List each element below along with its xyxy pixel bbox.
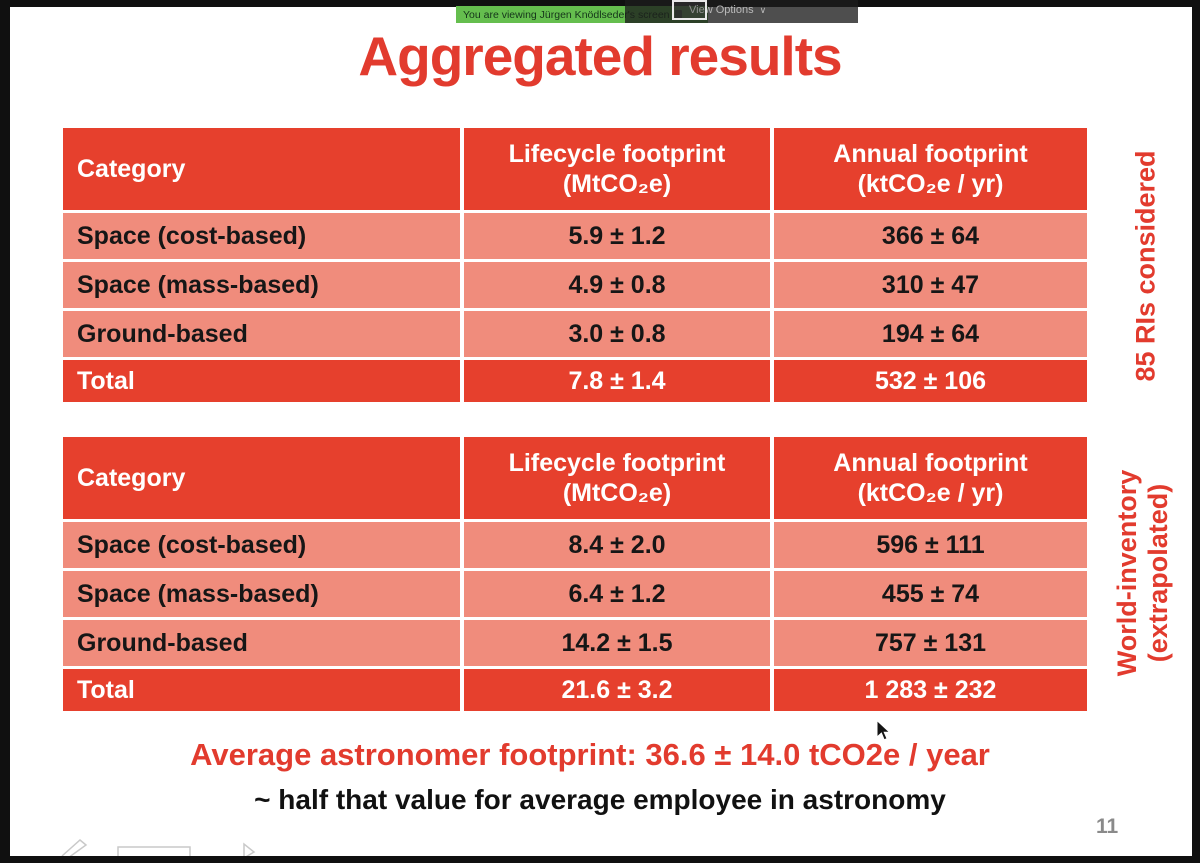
annotation-tool-icons	[40, 838, 300, 863]
table-total-cell: 21.6 ± 3.2	[464, 669, 770, 711]
column-header-annual: Annual footprint (ktCO₂e / yr)	[774, 437, 1087, 519]
side-label-85-ris: 85 RIs considered	[1130, 150, 1161, 382]
pen-icon	[61, 839, 88, 859]
table-cell: 4.9 ± 0.8	[464, 262, 770, 308]
table-cell: Space (mass-based)	[63, 262, 460, 308]
table-cell: 6.4 ± 1.2	[464, 571, 770, 617]
page-number: 11	[1096, 815, 1119, 838]
table-cell: 596 ± 111	[774, 522, 1087, 568]
frame-top	[0, 0, 1200, 7]
rectangle-tool-icon	[117, 846, 191, 863]
table-cell: 5.9 ± 1.2	[464, 213, 770, 259]
column-header-category: Category	[63, 128, 460, 210]
table-total-cell: 1 283 ± 232	[774, 669, 1087, 711]
table-cell: 194 ± 64	[774, 311, 1087, 357]
table-cell: 8.4 ± 2.0	[464, 522, 770, 568]
table-cell: Ground-based	[63, 311, 460, 357]
average-footprint-text: Average astronomer footprint: 36.6 ± 14.…	[190, 737, 990, 772]
mouse-cursor-icon	[876, 719, 892, 747]
screen-share-banner-text: You are viewing Jürgen Knödlseder's scre…	[463, 8, 670, 21]
table-cell: 757 ± 131	[774, 620, 1087, 666]
column-header-lifecycle: Lifecycle footprint (MtCO₂e)	[464, 437, 770, 519]
chevron-down-icon: ∨	[759, 5, 767, 15]
table-total-cell: 7.8 ± 1.4	[464, 360, 770, 402]
frame-right	[1192, 0, 1200, 863]
pointer-tool-icon	[243, 842, 256, 860]
table-cell: 366 ± 64	[774, 213, 1087, 259]
table-cell: Ground-based	[63, 620, 460, 666]
table-cell: 455 ± 74	[774, 571, 1087, 617]
table-total-cell: 532 ± 106	[774, 360, 1087, 402]
side-label-world-inventory: World-inventory (extrapolated)	[1111, 469, 1173, 677]
toolbar-button[interactable]	[672, 0, 707, 20]
table-cell: 310 ± 47	[774, 262, 1087, 308]
table-85-ris: Category Lifecycle footprint (MtCO₂e) An…	[63, 128, 1087, 402]
table-cell: 14.2 ± 1.5	[464, 620, 770, 666]
column-header-lifecycle: Lifecycle footprint (MtCO₂e)	[464, 128, 770, 210]
column-header-category: Category	[63, 437, 460, 519]
frame-bottom	[0, 856, 1200, 863]
table-world-inventory: Category Lifecycle footprint (MtCO₂e) An…	[63, 437, 1087, 711]
table-cell: 3.0 ± 0.8	[464, 311, 770, 357]
column-header-annual: Annual footprint (ktCO₂e / yr)	[774, 128, 1087, 210]
table-total-cell: Total	[63, 360, 460, 402]
table-cell: Space (cost-based)	[63, 213, 460, 259]
employee-footprint-text: ~ half that value for average employee i…	[254, 784, 946, 815]
table-total-cell: Total	[63, 669, 460, 711]
table-cell: Space (cost-based)	[63, 522, 460, 568]
share-toolbar: View Options ∨	[625, 0, 858, 23]
frame-left	[0, 0, 10, 863]
table-cell: Space (mass-based)	[63, 571, 460, 617]
page-title: Aggregated results	[358, 25, 842, 87]
